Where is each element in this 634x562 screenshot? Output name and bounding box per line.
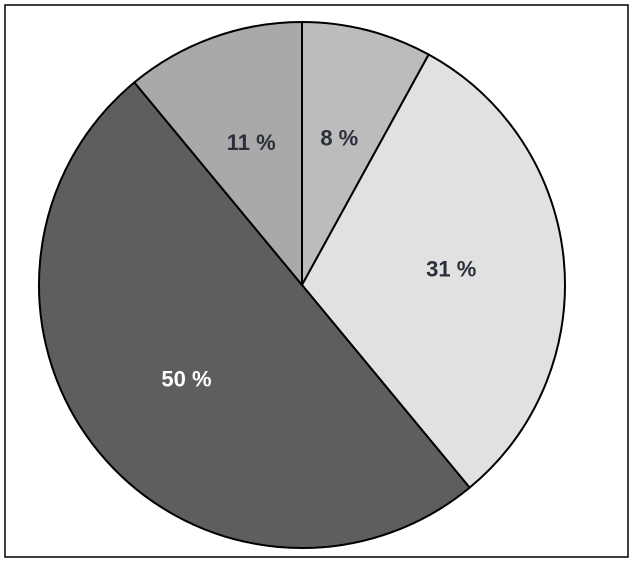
slice-label: 31 % [426, 257, 476, 282]
slice-label: 8 % [320, 126, 358, 151]
pie-slice [301, 20, 431, 286]
pie-slice [132, 20, 303, 288]
pie-slice [300, 53, 566, 490]
slice-label: 11 % [227, 130, 276, 155]
pie-slice [38, 80, 472, 549]
slice-label: 50 % [161, 366, 211, 391]
